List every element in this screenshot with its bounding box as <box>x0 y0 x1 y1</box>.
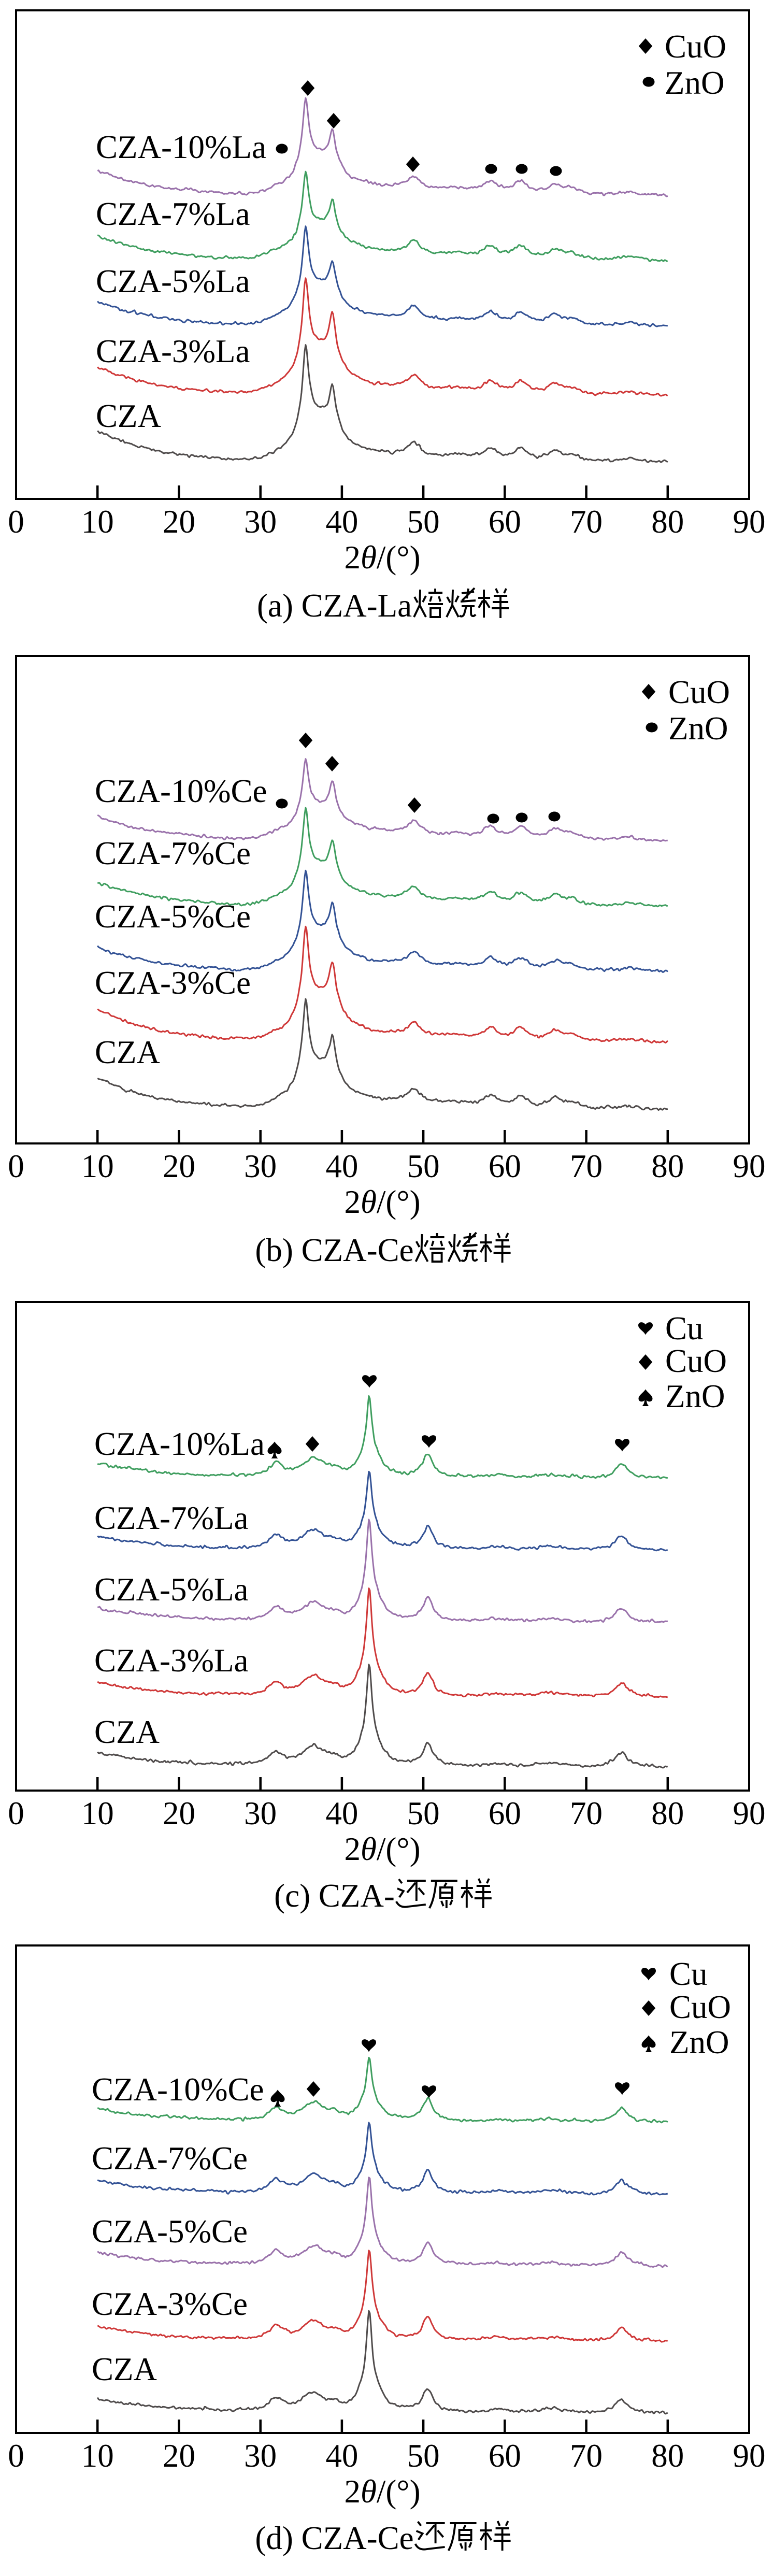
svg-text:CZA-5%La: CZA-5%La <box>94 1571 248 1608</box>
svg-text:CZA-5%Ce: CZA-5%Ce <box>95 898 251 935</box>
svg-text:90: 90 <box>733 2438 766 2474</box>
svg-text:CuO: CuO <box>668 674 730 710</box>
svg-text:80: 80 <box>651 1148 684 1184</box>
svg-text:2θ/(°): 2θ/(°) <box>344 2473 420 2510</box>
svg-text:CZA-10%Ce: CZA-10%Ce <box>95 773 267 809</box>
svg-text:(a) CZA-La: (a) CZA-La <box>257 588 412 624</box>
svg-text:70: 70 <box>570 504 603 540</box>
svg-text:60: 60 <box>489 1795 521 1831</box>
svg-text:ZnO: ZnO <box>665 65 724 101</box>
svg-text:ZnO: ZnO <box>668 710 728 747</box>
svg-text:CuO: CuO <box>665 28 726 65</box>
svg-text:0: 0 <box>8 1148 24 1184</box>
svg-text:CZA-7%La: CZA-7%La <box>94 1500 248 1536</box>
svg-text:60: 60 <box>489 504 521 540</box>
svg-text:CZA-10%Ce: CZA-10%Ce <box>92 2071 264 2108</box>
svg-text:90: 90 <box>733 504 766 540</box>
svg-text:70: 70 <box>570 2438 603 2474</box>
svg-text:CZA-3%Ce: CZA-3%Ce <box>95 965 251 1001</box>
svg-text:50: 50 <box>407 1148 440 1184</box>
svg-text:(c) CZA-: (c) CZA- <box>274 1878 395 1914</box>
svg-text:0: 0 <box>8 504 24 540</box>
svg-text:CZA-5%La: CZA-5%La <box>96 263 250 299</box>
svg-text:2θ/(°): 2θ/(°) <box>344 539 420 576</box>
svg-text:80: 80 <box>651 1795 684 1831</box>
svg-text:CZA-10%La: CZA-10%La <box>96 129 266 165</box>
svg-text:0: 0 <box>8 1795 24 1831</box>
svg-text:CZA: CZA <box>96 398 162 434</box>
svg-text:50: 50 <box>407 2438 440 2474</box>
svg-text:30: 30 <box>244 1148 277 1184</box>
svg-text:20: 20 <box>163 504 195 540</box>
svg-text:80: 80 <box>651 2438 684 2474</box>
svg-text:40: 40 <box>325 1148 358 1184</box>
svg-text:70: 70 <box>570 1148 603 1184</box>
svg-text:(b) CZA-Ce: (b) CZA-Ce <box>255 1232 413 1268</box>
svg-text:CZA: CZA <box>95 1034 161 1070</box>
svg-text:(d) CZA-Ce: (d) CZA-Ce <box>255 2520 413 2556</box>
svg-text:CuO: CuO <box>669 1989 731 2025</box>
svg-text:CZA-7%Ce: CZA-7%Ce <box>95 835 251 871</box>
svg-text:10: 10 <box>81 504 114 540</box>
svg-text:40: 40 <box>325 1795 358 1831</box>
svg-text:CZA: CZA <box>92 2351 157 2387</box>
svg-text:10: 10 <box>81 1148 114 1184</box>
svg-text:CZA-7%Ce: CZA-7%Ce <box>92 2140 248 2177</box>
svg-text:80: 80 <box>651 504 684 540</box>
svg-text:CZA: CZA <box>94 1714 160 1750</box>
svg-text:50: 50 <box>407 1795 440 1831</box>
svg-text:90: 90 <box>733 1148 766 1184</box>
svg-text:40: 40 <box>325 2438 358 2474</box>
svg-text:20: 20 <box>163 2438 195 2474</box>
svg-text:70: 70 <box>570 1795 603 1831</box>
svg-text:0: 0 <box>8 2438 24 2474</box>
svg-text:20: 20 <box>163 1148 195 1184</box>
svg-text:30: 30 <box>244 1795 277 1831</box>
svg-text:2θ/(°): 2θ/(°) <box>344 1184 420 1220</box>
svg-text:40: 40 <box>325 504 358 540</box>
svg-text:30: 30 <box>244 504 277 540</box>
svg-text:CZA-10%La: CZA-10%La <box>94 1426 265 1462</box>
svg-text:30: 30 <box>244 2438 277 2474</box>
svg-text:CuO: CuO <box>665 1343 727 1379</box>
svg-text:10: 10 <box>81 2438 114 2474</box>
svg-text:Cu: Cu <box>669 1956 708 1992</box>
svg-text:10: 10 <box>81 1795 114 1831</box>
svg-text:CZA-3%La: CZA-3%La <box>96 333 250 369</box>
svg-text:20: 20 <box>163 1795 195 1831</box>
svg-text:ZnO: ZnO <box>669 2024 729 2060</box>
svg-text:60: 60 <box>489 1148 521 1184</box>
svg-text:60: 60 <box>489 2438 521 2474</box>
svg-text:90: 90 <box>733 1795 766 1831</box>
svg-text:2θ/(°): 2θ/(°) <box>344 1831 420 1867</box>
svg-text:CZA-3%La: CZA-3%La <box>94 1642 248 1679</box>
svg-text:CZA-3%Ce: CZA-3%Ce <box>92 2286 248 2322</box>
svg-text:ZnO: ZnO <box>665 1378 725 1414</box>
svg-text:Cu: Cu <box>665 1310 704 1347</box>
svg-text:CZA-7%La: CZA-7%La <box>96 196 250 232</box>
svg-text:CZA-5%Ce: CZA-5%Ce <box>92 2213 248 2250</box>
svg-text:50: 50 <box>407 504 440 540</box>
